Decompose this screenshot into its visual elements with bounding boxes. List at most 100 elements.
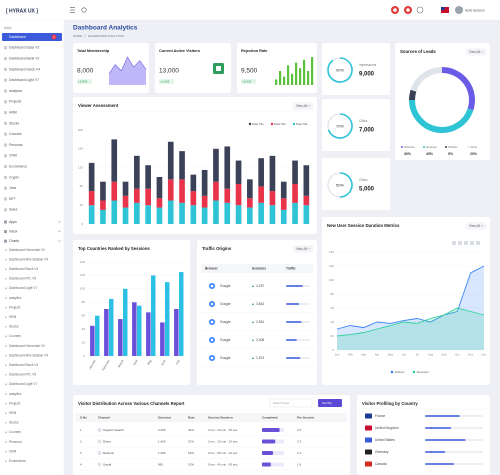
sidebar-group[interactable]: Charts [9, 239, 19, 243]
sidebar-item[interactable]: HRM [9, 110, 17, 114]
sidebar-subitem[interactable]: Dashboard Stock V4 [9, 363, 38, 367]
chart-toolbar-icon[interactable] [458, 241, 462, 245]
sidebar-item[interactable]: Dashboard [9, 35, 26, 39]
sidebar-group[interactable]: Apps [9, 220, 17, 224]
logo: [ HYRAX UX ] [6, 8, 38, 14]
sidebar-item[interactable]: Projects [9, 100, 22, 104]
bar-segment [258, 186, 264, 203]
bar-segment [280, 181, 287, 199]
trend-arrow [252, 357, 254, 359]
sidebar-subitem[interactable]: Ecommerce [9, 459, 26, 463]
chart-toolbar-icon[interactable] [464, 241, 468, 245]
legend-value: 20% [470, 152, 478, 156]
view-all-label[interactable]: View All [469, 224, 480, 228]
sidebar-subitem-bullet [5, 364, 7, 367]
sidebar-item[interactable]: CRM [9, 154, 17, 158]
sidebar-subitem[interactable]: HRM [9, 411, 17, 415]
view-all-button[interactable] [466, 222, 486, 230]
view-all-label[interactable]: View All [296, 104, 307, 108]
sidebar-subitem[interactable]: Courses [9, 334, 21, 338]
sidebar-subitem[interactable]: Dashboard RTL V5 [9, 373, 36, 377]
sidebar-item[interactable]: NFT [9, 197, 16, 201]
sidebar-item[interactable]: Courses [9, 132, 22, 136]
view-all-button[interactable] [293, 102, 313, 110]
sidebar-group[interactable]: Inbox [9, 229, 18, 233]
sidebar-subitem[interactable]: analytics [9, 392, 22, 396]
sidebar-subitem[interactable]: Dashboard Stock V4 [9, 267, 38, 271]
view-all-label[interactable]: View All [469, 50, 480, 54]
sidebar-subitem[interactable]: Stocks [9, 325, 19, 329]
stat-value: 8,000 [77, 68, 94, 75]
sidebar-subitem[interactable]: Dashboard Horizontal V3 [9, 248, 45, 252]
bar-segment [122, 207, 129, 224]
chart-toolbar-icon[interactable] [476, 241, 480, 245]
x-tick-label: February [101, 358, 111, 371]
sparkline-bar [299, 68, 302, 85]
legend-dot [390, 370, 394, 374]
sidebar-subitem[interactable]: Courses [9, 430, 21, 434]
sidebar-subitem[interactable]: Stocks [9, 421, 19, 425]
sidebar-subitem[interactable]: Projects [9, 305, 21, 309]
progress-fill [425, 415, 460, 417]
sidebar-subitem-bullet [5, 316, 7, 319]
view-all-label[interactable]: View All [296, 247, 307, 251]
sidebar-subitem[interactable]: Dashboard Light V7 [9, 382, 37, 386]
bar-segment [235, 205, 242, 224]
bar [146, 312, 151, 356]
sidebar-subitem-bullet [5, 287, 7, 290]
bar-segment [167, 200, 174, 224]
card-title: Top Countries Ranked by Sessions [78, 246, 150, 251]
sort-button[interactable] [318, 399, 342, 407]
cell: 1.8 [297, 462, 302, 466]
search-box[interactable] [269, 398, 313, 408]
sidebar-item[interactable]: Stocks [9, 121, 19, 125]
legend-dot [401, 146, 403, 148]
sidebar-group-icon [4, 230, 7, 234]
sidebar-subitem[interactable]: Personal [9, 440, 22, 444]
bar [151, 275, 156, 356]
y-tick-label: 80 [331, 292, 335, 296]
legend-value: 45% [426, 152, 434, 156]
chart-toolbar-icon[interactable] [452, 241, 456, 245]
search-placeholder[interactable]: Search here [273, 401, 290, 405]
sidebar-group-chevron [57, 230, 62, 233]
sidebar-item[interactable]: Crypto [9, 175, 19, 179]
bar-segment [122, 195, 129, 208]
view-all-button[interactable] [293, 245, 313, 253]
sidebar-item[interactable]: Sales [9, 208, 18, 212]
sidebar-item[interactable]: Ecommerce [9, 164, 27, 168]
y-tick-label: 0 [81, 222, 83, 226]
user-name[interactable]: Hello Session [465, 8, 485, 12]
sidebar-subitem-bullet [5, 393, 7, 395]
sidebar-subitem[interactable]: Projects [9, 401, 21, 405]
ring-percent: 50% [336, 182, 344, 187]
sidebar-item[interactable]: Dashboard Saas V2 [9, 46, 39, 50]
bar-segment [111, 181, 118, 201]
sidebar-subitem[interactable]: HRM [9, 315, 17, 319]
sidebar-item[interactable]: Dashboard Stock V4 [9, 67, 40, 71]
donut-segment [409, 99, 474, 133]
sidebar-item[interactable]: Jobs [9, 186, 16, 190]
sidebar-item[interactable]: Dashboard Light V7 [9, 78, 39, 82]
sidebar-item[interactable]: Dashboard Bank V2 [9, 56, 39, 60]
sidebar-subitem[interactable]: Dashboard Mini Sidebar V4 [9, 353, 48, 357]
view-all-button[interactable] [466, 48, 486, 56]
x-tick-label: Mar [361, 353, 366, 357]
sort-label[interactable]: Sort By [322, 401, 332, 405]
stat-change: +8,935 [242, 79, 252, 83]
sidebar-subitem[interactable]: CRM [9, 449, 17, 453]
sparkline-bar [291, 73, 294, 85]
sidebar-subitem[interactable]: Dashboard Horizontal V3 [9, 344, 45, 348]
sidebar-subitem[interactable]: Dashboard Mini Sidebar V4 [9, 257, 48, 261]
sidebar-subitem[interactable]: analytics [9, 296, 22, 300]
sidebar-subitem[interactable]: Dashboard Light V7 [9, 286, 37, 290]
chart-toolbar-icon[interactable] [470, 241, 474, 245]
card [73, 97, 317, 234]
top-bar [0, 0, 500, 20]
card-title: Visitor Profiling by Country [362, 401, 418, 406]
breadcrumb: HOME [73, 34, 82, 38]
sidebar-subitem[interactable]: Dashboard RTL V5 [9, 277, 36, 281]
sidebar-item[interactable]: Personal [9, 143, 23, 147]
sidebar-item[interactable]: analytics [9, 89, 22, 93]
stat-value: 13,000 [159, 68, 179, 75]
